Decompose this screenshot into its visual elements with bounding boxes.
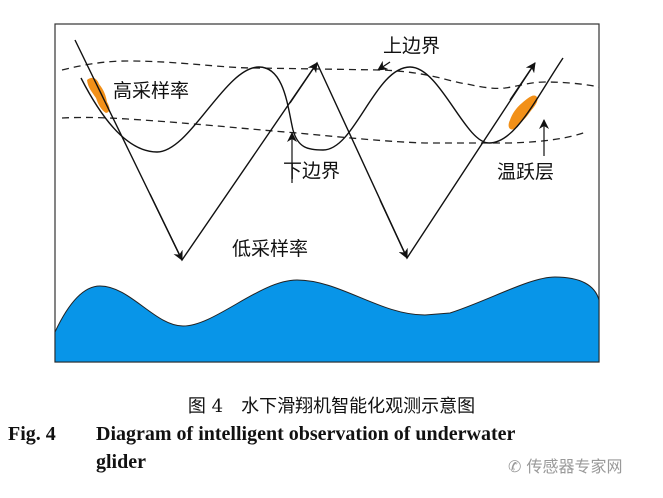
upper-boundary-line	[61, 60, 600, 90]
arrow-up-2	[509, 62, 536, 101]
figure-tag: Fig. 4	[8, 423, 56, 445]
arrow-up-1	[289, 62, 318, 104]
high-sampling-segment	[87, 77, 110, 113]
thermocline-label: 温跃层	[497, 161, 555, 183]
caption-chinese: 图 4 水下滑翔机智能化观测示意图	[187, 396, 476, 417]
lower-boundary-line	[61, 116, 587, 144]
watermark-text: 传感器专家网	[526, 457, 623, 476]
upper-boundary-label: 上边界	[383, 35, 441, 57]
seabed	[54, 276, 600, 363]
arrow-down-1	[149, 193, 183, 261]
caption-english-line2: glider	[96, 451, 146, 473]
wechat-icon: ✆	[508, 457, 522, 476]
upper-boundary-pointer	[377, 60, 391, 71]
low-sampling-label: 低采样率	[232, 238, 309, 260]
watermark: ✆ 传感器专家网	[508, 453, 623, 477]
thermocline-segment	[508, 95, 538, 130]
glider-adaptive-path	[80, 57, 564, 153]
high-sampling-label: 高采样率	[113, 80, 190, 102]
caption-english: Fig. 4 Diagram of intelligent observation…	[8, 420, 515, 476]
lower-boundary-label: 下边界	[283, 160, 341, 182]
arrow-down-2	[379, 199, 408, 259]
caption-english-line1: Diagram of intelligent observation of un…	[96, 423, 516, 445]
